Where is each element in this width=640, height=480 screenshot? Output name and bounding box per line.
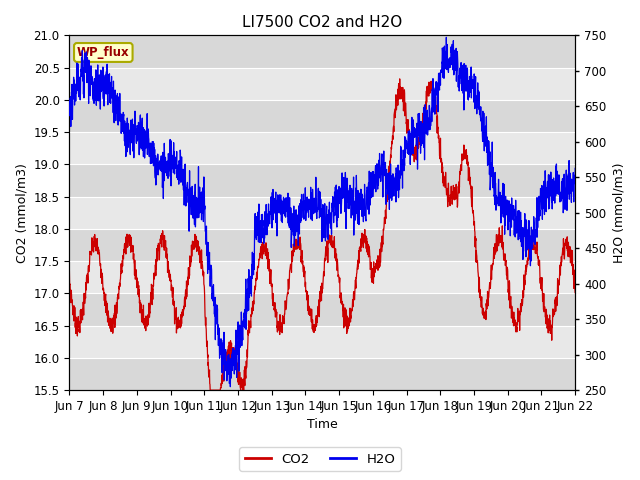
Y-axis label: CO2 (mmol/m3): CO2 (mmol/m3) [15, 163, 28, 263]
Bar [69, 164, 575, 197]
Bar [69, 197, 575, 229]
Bar [69, 68, 575, 100]
Bar [69, 36, 575, 68]
Bar [69, 293, 575, 325]
Bar [69, 358, 575, 390]
Legend: CO2, H2O: CO2, H2O [239, 447, 401, 471]
Title: LI7500 CO2 and H2O: LI7500 CO2 and H2O [242, 15, 403, 30]
Text: WP_flux: WP_flux [77, 46, 130, 59]
Y-axis label: H2O (mmol/m3): H2O (mmol/m3) [612, 162, 625, 263]
Bar [69, 100, 575, 132]
Bar [69, 132, 575, 164]
Bar [69, 261, 575, 293]
Bar [69, 325, 575, 358]
Bar [69, 229, 575, 261]
X-axis label: Time: Time [307, 419, 338, 432]
